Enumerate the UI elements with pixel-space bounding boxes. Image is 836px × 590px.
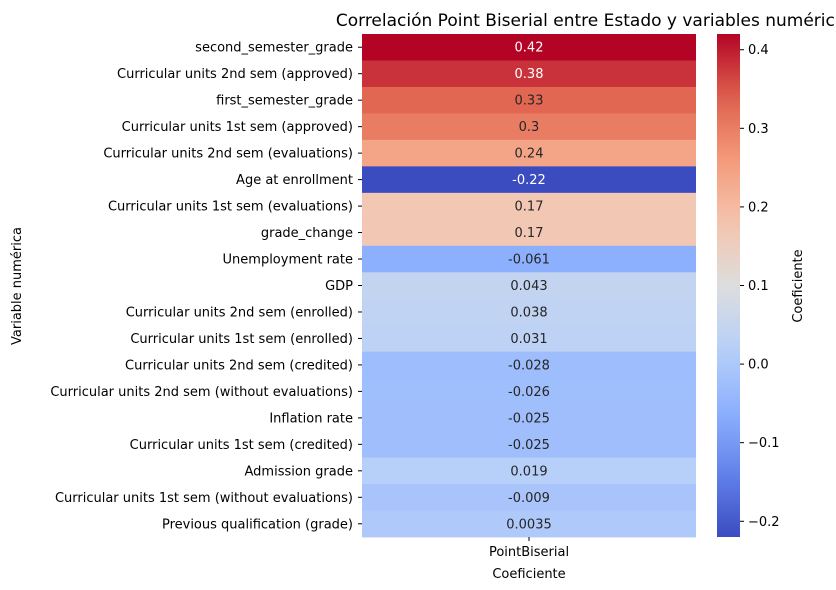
chart-title: Correlación Point Biserial entre Estado … (336, 11, 836, 31)
row-label: Curricular units 1st sem (without evalua… (55, 491, 353, 506)
cell-annotation: 0.019 (510, 464, 547, 479)
colorbar (717, 34, 740, 537)
cell-annotation: 0.33 (515, 94, 544, 109)
colorbar-tick-label: 0.3 (748, 122, 769, 137)
cell-annotation: 0.043 (510, 279, 547, 294)
colorbar-ticks: 0.4 0.3 0.2 0.1 0.0 −0.1 −0.2 (740, 43, 780, 530)
cell-annotation: -0.026 (508, 385, 550, 400)
colorbar-tick-label: 0.0 (748, 358, 769, 373)
row-label: Curricular units 2nd sem (enrolled) (126, 305, 353, 320)
row-label: first_semester_grade (216, 94, 353, 109)
heatmap-cell (362, 510, 696, 538)
heatmap-rows: 0.42 0.38 0.33 0.3 0.24 -0.22 0.17 0.17 -0.061 0.… (362, 34, 696, 538)
row-label: Admission grade (245, 464, 354, 479)
heatmap-cell (362, 166, 696, 194)
row-label: Curricular units 1st sem (enrolled) (130, 332, 353, 347)
heatmap-cell (362, 431, 696, 458)
row-label: grade_change (261, 226, 353, 241)
heatmap-cell (362, 457, 696, 485)
cell-annotation: 0.031 (510, 332, 547, 347)
heatmap-cell (362, 139, 696, 167)
row-label: Age at enrollment (236, 173, 353, 188)
row-label: Curricular units 1st sem (approved) (122, 120, 353, 135)
cell-annotation: 0.17 (515, 200, 544, 215)
row-label: Inflation rate (269, 411, 353, 426)
heatmap-cell (362, 298, 696, 326)
row-label: Curricular units 1st sem (evaluations) (108, 200, 353, 215)
heatmap-cell (362, 219, 696, 247)
colorbar-tick-label: 0.2 (748, 200, 769, 215)
column-label: PointBiserial (489, 545, 569, 560)
row-label: Curricular units 2nd sem (approved) (117, 67, 353, 82)
heatmap-cell (362, 272, 696, 300)
cell-annotation: -0.025 (508, 438, 550, 453)
row-labels: second_semester_grade Curricular units 2n… (50, 41, 362, 532)
cell-annotation: -0.061 (508, 253, 550, 268)
heatmap-cell (362, 245, 696, 273)
y-axis-label: Variable numérica (10, 227, 25, 345)
heatmap-cell (362, 192, 696, 220)
cell-annotation: 0.38 (515, 67, 544, 82)
cell-annotation: 0.42 (515, 41, 544, 56)
heatmap-cell (362, 113, 696, 141)
heatmap-cell (362, 351, 696, 379)
cell-annotation: 0.3 (519, 120, 540, 135)
cell-annotation: 0.17 (515, 226, 544, 241)
heatmap-cell (362, 484, 696, 511)
heatmap-cell (362, 404, 696, 432)
row-label: Unemployment rate (223, 253, 353, 268)
cell-annotation: 0.24 (515, 147, 544, 162)
heatmap-cell (362, 34, 696, 61)
row-label: Curricular units 2nd sem (credited) (125, 358, 353, 373)
heatmap-cell (362, 60, 696, 88)
row-label: Previous qualification (grade) (162, 517, 353, 532)
colorbar-tick-label: 0.4 (748, 43, 769, 58)
heatmap-cell (362, 325, 696, 353)
row-label: second_semester_grade (195, 41, 353, 56)
row-label: Curricular units 2nd sem (without evalua… (50, 385, 353, 400)
x-axis-label: Coeficiente (492, 567, 565, 582)
cell-annotation: -0.028 (508, 358, 550, 373)
row-label: Curricular units 2nd sem (evaluations) (103, 147, 353, 162)
cell-annotation: -0.009 (508, 491, 550, 506)
cell-annotation: 0.038 (510, 305, 547, 320)
row-label: GDP (325, 279, 353, 294)
heatmap-cell (362, 86, 696, 114)
cell-annotation: -0.22 (512, 173, 546, 188)
cell-annotation: -0.025 (508, 411, 550, 426)
colorbar-label: Coeficiente (791, 249, 806, 322)
colorbar-tick-label: −0.2 (748, 515, 780, 530)
row-label: Curricular units 1st sem (credited) (130, 438, 353, 453)
colorbar-tick-label: −0.1 (748, 436, 780, 451)
cell-annotation: 0.0035 (506, 517, 552, 532)
colorbar-tick-label: 0.1 (748, 279, 769, 294)
heatmap-cell (362, 378, 696, 406)
